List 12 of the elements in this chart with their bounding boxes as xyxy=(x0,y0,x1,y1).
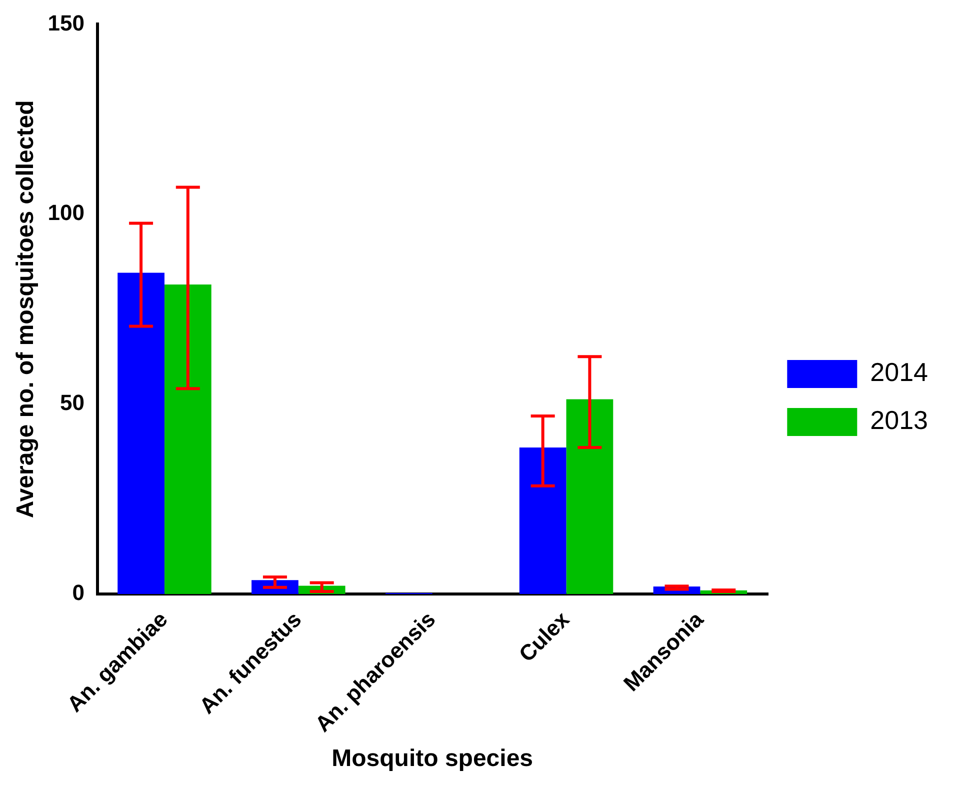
x-axis-title: Mosquito species xyxy=(332,745,534,772)
legend-label: 2014 xyxy=(870,357,928,388)
bar xyxy=(566,399,614,594)
y-tick-label: 150 xyxy=(48,10,85,36)
y-tick-label: 0 xyxy=(72,580,85,606)
bar xyxy=(164,284,212,594)
y-axis-title: Average no. of mosquitoes collected xyxy=(12,100,40,518)
y-tick-label: 50 xyxy=(60,390,85,416)
legend-label: 2013 xyxy=(870,405,928,436)
bar xyxy=(118,272,164,594)
y-tick-label: 100 xyxy=(48,200,85,226)
bar xyxy=(519,447,566,594)
